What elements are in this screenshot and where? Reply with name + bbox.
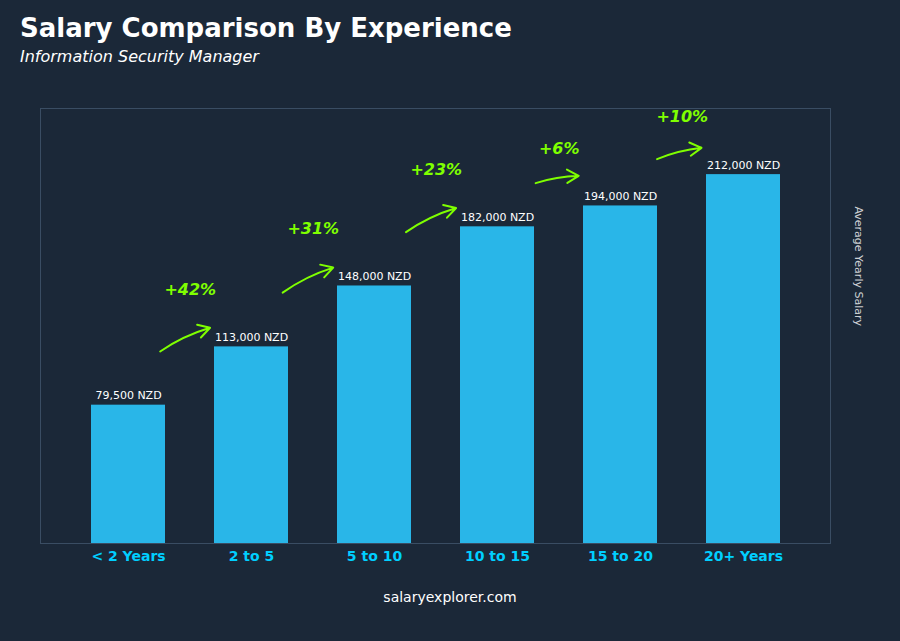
svg-text:182,000 NZD: 182,000 NZD [461, 211, 534, 224]
svg-text:148,000 NZD: 148,000 NZD [338, 270, 411, 283]
svg-text:2 to 5: 2 to 5 [229, 548, 275, 564]
html-text:Information Security Manager: Information Security Manager [20, 47, 259, 66]
svg-text:+6%: +6% [539, 139, 580, 158]
svg-text:+42%: +42% [164, 280, 216, 299]
svg-text:+10%: +10% [656, 107, 708, 126]
svg-text:15 to 20: 15 to 20 [588, 548, 653, 564]
svg-text:113,000 NZD: 113,000 NZD [215, 331, 288, 344]
svg-text:212,000 NZD: 212,000 NZD [707, 159, 780, 172]
svg-text:10 to 15: 10 to 15 [465, 548, 530, 564]
svg-text:20+ Years: 20+ Years [704, 548, 783, 564]
svg-text:5 to 10: 5 to 10 [347, 548, 403, 564]
html-text:salaryexplorer.com: salaryexplorer.com [383, 589, 517, 605]
html-text:Salary Comparison By Experienc: Salary Comparison By Experience [20, 13, 512, 43]
svg-text:+31%: +31% [287, 219, 339, 238]
svg-text:+23%: +23% [410, 160, 462, 179]
svg-text:< 2 Years: < 2 Years [91, 548, 165, 564]
svg-text:79,500 NZD: 79,500 NZD [95, 389, 161, 402]
svg-text:Average Yearly Salary: Average Yearly Salary [852, 206, 865, 326]
svg-text:194,000 NZD: 194,000 NZD [584, 190, 657, 203]
